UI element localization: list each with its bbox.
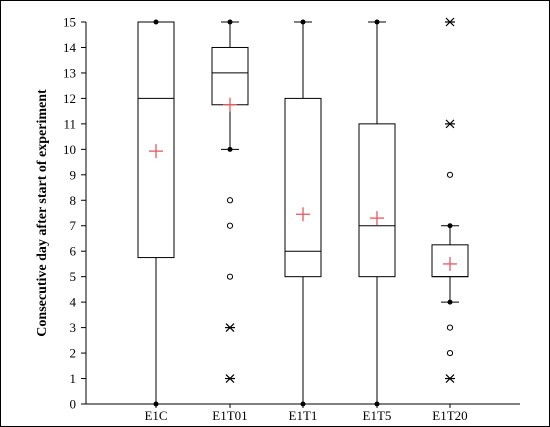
iqr-box bbox=[358, 123, 396, 278]
extreme-marker bbox=[225, 323, 235, 333]
y-axis-title: Consecutive day after start of experimen… bbox=[35, 89, 50, 337]
x-tick-label: E1T20 bbox=[432, 408, 467, 423]
extreme-marker bbox=[445, 17, 455, 27]
max-marker bbox=[227, 19, 233, 25]
outlier-marker bbox=[226, 197, 234, 204]
min-marker bbox=[227, 146, 233, 152]
min-marker bbox=[300, 401, 306, 407]
y-tick-label: 11 bbox=[63, 116, 76, 131]
x-tick-label: E1T1 bbox=[289, 408, 318, 423]
y-tick-label: 14 bbox=[63, 40, 77, 55]
y-tick-label: 13 bbox=[63, 65, 76, 80]
extreme-marker bbox=[445, 119, 455, 129]
outlier-marker bbox=[446, 324, 454, 331]
max-marker bbox=[153, 19, 159, 25]
y-tick-label: 2 bbox=[70, 346, 77, 361]
y-tick-label: 3 bbox=[70, 320, 77, 335]
min-marker bbox=[447, 299, 453, 305]
max-marker bbox=[300, 19, 306, 25]
iqr-box bbox=[211, 46, 249, 106]
y-tick-label: 15 bbox=[63, 15, 76, 30]
box-e1t01 bbox=[211, 19, 249, 383]
x-tick-label: E1T01 bbox=[212, 408, 247, 423]
outlier-marker bbox=[226, 222, 234, 229]
box-e1t5 bbox=[358, 19, 396, 407]
box-e1t1 bbox=[284, 19, 322, 407]
iqr-box bbox=[137, 21, 175, 259]
y-tick-label: 9 bbox=[70, 167, 77, 182]
box-e1t20 bbox=[431, 17, 469, 383]
y-tick-label: 0 bbox=[70, 397, 77, 412]
y-tick-label: 12 bbox=[63, 91, 76, 106]
outlier-marker bbox=[446, 171, 454, 178]
outlier-marker bbox=[226, 273, 234, 280]
boxes bbox=[137, 17, 469, 407]
x-tick-label: E1C bbox=[144, 408, 167, 423]
extreme-marker bbox=[225, 374, 235, 383]
y-tick-label: 8 bbox=[70, 193, 77, 208]
box-e1c bbox=[137, 19, 175, 407]
extreme-marker bbox=[445, 374, 455, 383]
y-tick-label: 7 bbox=[70, 218, 77, 233]
y-tick-label: 10 bbox=[63, 142, 76, 157]
y-tick-label: 5 bbox=[70, 269, 77, 284]
x-tick-label: E1T5 bbox=[363, 408, 392, 423]
y-tick-label: 1 bbox=[70, 371, 77, 386]
min-marker bbox=[374, 401, 380, 407]
y-tick-label: 6 bbox=[70, 244, 77, 259]
outlier-marker bbox=[446, 349, 454, 357]
y-tick-label: 4 bbox=[70, 295, 77, 310]
min-marker bbox=[153, 401, 159, 407]
iqr-box bbox=[284, 97, 322, 278]
max-marker bbox=[374, 19, 380, 25]
max-marker bbox=[447, 223, 453, 229]
